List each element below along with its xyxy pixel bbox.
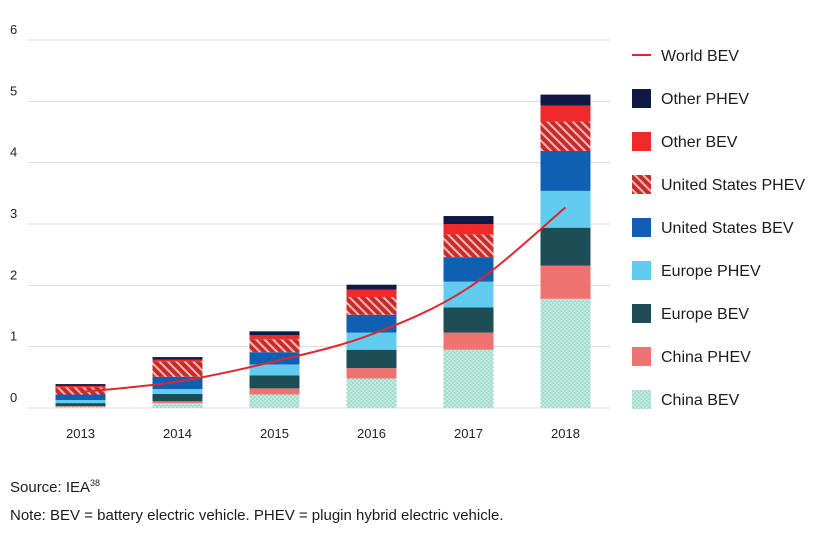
y-tick-label: 6 [10, 22, 17, 37]
bar-europe-phev-2013 [55, 400, 106, 404]
legend-swatch [632, 89, 651, 108]
legend-label: Europe BEV [661, 306, 749, 323]
legend-swatch [632, 132, 651, 151]
bar-china-bev-2018 [540, 298, 591, 408]
legend-swatch [632, 175, 651, 194]
legend-swatch [632, 304, 651, 323]
x-tick-label: 2018 [551, 426, 580, 441]
bar-other-phev-2016 [346, 284, 397, 290]
bar-china-phev-2018 [540, 265, 591, 299]
bar-china-bev-2016 [346, 378, 397, 408]
bars [55, 94, 591, 408]
x-tick-label: 2015 [260, 426, 289, 441]
legend-item-united-states-bev: United States BEV [632, 218, 794, 237]
legend-item-other-bev: Other BEV [632, 132, 738, 151]
legend-swatch [632, 218, 651, 237]
legend-label: Europe PHEV [661, 263, 761, 280]
legend-item-china-phev: China PHEV [632, 347, 751, 366]
x-axis-ticks: 2013 2014 2015 2016 2017 2018 [66, 426, 580, 441]
legend-item-europe-bev: Europe BEV [632, 304, 749, 323]
note-text: Note: BEV = battery electric vehicle. PH… [10, 507, 504, 524]
bar-united-states-bev-2013 [55, 394, 106, 401]
bar-united-states-phev-2017 [443, 234, 494, 258]
legend-label: Other BEV [661, 134, 738, 151]
y-tick-label: 3 [10, 206, 17, 221]
stacked-bar-chart: 0 1 2 3 4 5 6 2013 2014 2015 2016 2017 2018 World B… [10, 22, 805, 441]
bar-europe-bev-2017 [443, 307, 494, 333]
bar-united-states-phev-2013 [55, 387, 106, 395]
bar-china-bev-2014 [152, 403, 203, 408]
source-text: Source: IEA38 [10, 478, 100, 496]
legend-swatch [632, 261, 651, 280]
world-bev-line [80, 206, 567, 394]
bar-other-phev-2013 [55, 384, 106, 386]
bar-europe-phev-2017 [443, 281, 494, 308]
x-tick-label: 2016 [357, 426, 386, 441]
gridlines [28, 39, 610, 409]
source-reference: 38 [90, 478, 101, 488]
legend-item-other-phev: Other PHEV [632, 89, 749, 108]
bar-europe-bev-2018 [540, 227, 591, 266]
legend-label: United States PHEV [661, 177, 805, 194]
y-tick-label: 4 [10, 145, 17, 160]
legend-item-china-bev: China BEV [632, 390, 740, 409]
bar-europe-phev-2015 [249, 364, 300, 376]
x-tick-label: 2014 [163, 426, 192, 441]
bar-europe-bev-2016 [346, 349, 397, 369]
bar-china-phev-2015 [249, 388, 300, 395]
y-axis-ticks: 0 1 2 3 4 5 6 [10, 22, 17, 405]
bar-united-states-phev-2016 [346, 296, 397, 315]
line-world-bev [80, 206, 567, 394]
bar-china-bev-2013 [55, 406, 106, 408]
bar-china-phev-2017 [443, 332, 494, 350]
bar-united-states-bev-2018 [540, 151, 591, 191]
bar-europe-bev-2015 [249, 375, 300, 389]
bar-china-phev-2014 [152, 401, 203, 404]
y-tick-label: 0 [10, 390, 17, 405]
bar-china-bev-2015 [249, 394, 300, 408]
bar-other-bev-2016 [346, 289, 397, 297]
bar-china-phev-2016 [346, 368, 397, 379]
legend-item-united-states-phev: United States PHEV [632, 175, 805, 194]
legend-swatch [632, 347, 651, 366]
bar-other-phev-2015 [249, 331, 300, 336]
bar-europe-bev-2014 [152, 393, 203, 402]
bar-united-states-phev-2018 [540, 121, 591, 152]
bar-europe-phev-2016 [346, 332, 397, 350]
bar-united-states-bev-2015 [249, 352, 300, 365]
bar-europe-phev-2014 [152, 388, 203, 394]
bar-europe-bev-2013 [55, 403, 106, 407]
bar-other-bev-2013 [55, 385, 106, 388]
x-tick-label: 2013 [66, 426, 95, 441]
x-tick-label: 2017 [454, 426, 483, 441]
y-tick-label: 5 [10, 83, 17, 98]
bar-china-phev-2013 [55, 406, 106, 407]
bar-united-states-bev-2016 [346, 314, 397, 333]
bar-other-bev-2015 [249, 335, 300, 340]
y-tick-label: 1 [10, 329, 17, 344]
bar-united-states-phev-2015 [249, 339, 300, 353]
bar-other-bev-2017 [443, 224, 494, 235]
bar-united-states-phev-2014 [152, 361, 203, 377]
bar-other-bev-2018 [540, 105, 591, 122]
legend-label: Other PHEV [661, 91, 749, 108]
legend: World BEV Other PHEV Other BEV United State… [632, 48, 805, 409]
bar-other-phev-2014 [152, 357, 203, 360]
legend-label: United States BEV [661, 220, 794, 237]
legend-swatch [632, 390, 651, 409]
legend-item-world-bev: World BEV [632, 48, 739, 65]
legend-item-europe-phev: Europe PHEV [632, 261, 761, 280]
bar-other-bev-2014 [152, 359, 203, 362]
y-tick-label: 2 [10, 267, 17, 282]
legend-label: World BEV [661, 48, 739, 65]
bar-other-phev-2018 [540, 94, 591, 106]
bar-united-states-bev-2017 [443, 257, 494, 282]
bar-china-bev-2017 [443, 349, 494, 408]
bar-other-phev-2017 [443, 216, 494, 224]
legend-label: China PHEV [661, 349, 751, 366]
legend-label: China BEV [661, 392, 740, 409]
source-label: Source: IEA [10, 479, 91, 496]
